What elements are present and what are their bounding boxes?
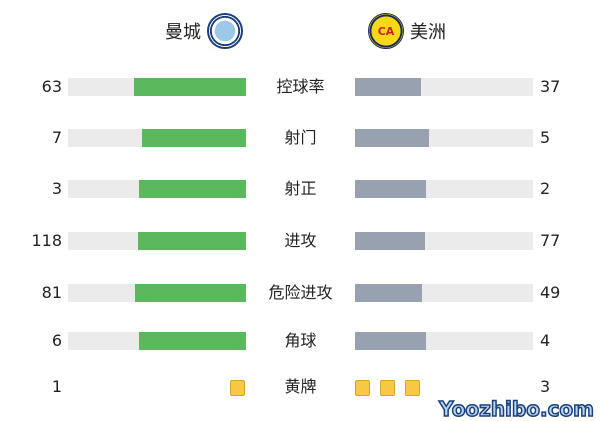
home-bar-fill	[135, 284, 246, 302]
home-value: 7	[51, 128, 62, 147]
stat-row: 6 角球 4	[0, 326, 600, 356]
away-bar-fill	[355, 332, 427, 350]
away-bar-fill	[355, 232, 426, 250]
home-bar-track	[68, 332, 246, 350]
home-value: 1	[51, 377, 62, 396]
home-bar-fill	[133, 78, 246, 96]
stat-row: 3 射正 2	[0, 174, 600, 204]
yellow-card-icon	[230, 380, 245, 396]
stat-label: 危险进攻	[268, 283, 333, 302]
home-value: 3	[51, 179, 62, 198]
away-value: 2	[540, 179, 551, 198]
away-bar-track	[355, 232, 533, 250]
away-bar-track	[355, 78, 533, 96]
home-bar-fill	[139, 332, 246, 350]
stat-label: 进攻	[284, 231, 317, 250]
stat-label: 射正	[284, 179, 317, 198]
watermark: Yoozhibo.com	[438, 397, 594, 421]
stat-label: 射门	[284, 128, 317, 147]
away-value: 3	[540, 377, 551, 396]
home-team-name: 曼城	[165, 22, 201, 43]
home-value: 118	[31, 231, 62, 250]
stat-row: 81 危险进攻 49	[0, 278, 600, 308]
away-value: 4	[540, 331, 551, 350]
away-bar-track	[355, 129, 533, 147]
stat-label: 黄牌	[284, 377, 317, 396]
stat-label: 角球	[284, 331, 317, 350]
home-bar-track	[68, 78, 246, 96]
yellow-card-icon	[355, 380, 370, 396]
away-value: 5	[540, 128, 551, 147]
away-value: 49	[540, 283, 561, 302]
home-bar-fill	[138, 232, 246, 250]
away-team: CA 美洲	[362, 13, 446, 49]
away-bar-track	[355, 332, 533, 350]
stat-row-yellow-cards: 1 黄牌 3	[0, 372, 600, 402]
away-value: 37	[540, 77, 561, 96]
stat-row: 7 射门 5	[0, 123, 600, 153]
away-team-name: 美洲	[410, 22, 446, 43]
home-bar-fill	[139, 180, 246, 198]
home-bar-track	[68, 129, 246, 147]
away-bar-fill	[355, 284, 423, 302]
stat-row: 63 控球率 37	[0, 72, 600, 102]
away-bar-fill	[355, 129, 430, 147]
club-america-logo-icon: CA	[368, 13, 404, 49]
away-bar-track	[355, 180, 533, 198]
home-bar-track	[68, 284, 246, 302]
yellow-card-icon	[405, 380, 420, 396]
home-bar-fill	[142, 129, 246, 147]
away-value: 77	[540, 231, 561, 250]
away-bar-fill	[355, 78, 421, 96]
home-value: 6	[51, 331, 62, 350]
home-bar-track	[68, 232, 246, 250]
away-bar-track	[355, 284, 533, 302]
yellow-card-icon	[380, 380, 395, 396]
home-bar-track	[68, 180, 246, 198]
away-bar-fill	[355, 180, 427, 198]
stat-row: 118 进攻 77	[0, 226, 600, 256]
home-value: 81	[41, 283, 62, 302]
manchester-city-logo-icon	[207, 13, 243, 49]
home-team: 曼城	[165, 13, 249, 49]
home-value: 63	[41, 77, 62, 96]
stat-label: 控球率	[276, 77, 325, 96]
